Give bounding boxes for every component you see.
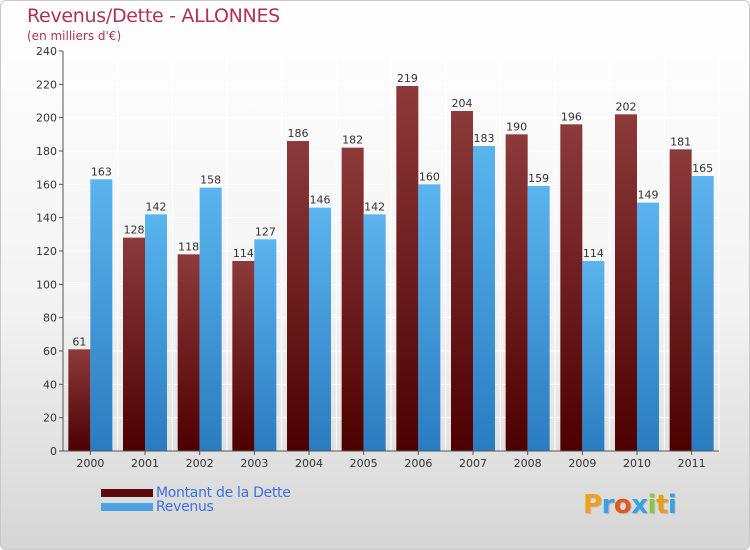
bar-dette <box>68 349 91 451</box>
bar-revenus <box>691 176 714 451</box>
chart-title: Revenus/Dette - ALLONNES <box>27 5 280 27</box>
bar-dette <box>669 149 692 452</box>
y-tick-label: 240 <box>36 45 57 58</box>
y-tick-label: 100 <box>36 278 57 291</box>
data-label-revenus: 142 <box>146 200 167 213</box>
x-tick-label: 2011 <box>678 457 706 470</box>
bar-revenus <box>363 214 386 451</box>
x-tick-label: 2002 <box>186 457 214 470</box>
data-label-dette: 202 <box>616 100 637 113</box>
labels: 0 20 40 60 80 100 120 140 160 180 200 220 240 61 163 20… <box>36 45 713 470</box>
data-label-revenus: 149 <box>638 189 659 202</box>
logo-letter: t <box>655 490 668 520</box>
data-label-dette: 190 <box>506 120 527 133</box>
data-label-dette: 182 <box>342 134 363 147</box>
bar-dette <box>615 114 637 451</box>
y-tick-label: 200 <box>36 112 57 125</box>
y-tick-label: 220 <box>36 78 57 91</box>
bars <box>68 86 714 452</box>
legend-swatch-revenus <box>101 503 153 511</box>
logo-letter: P <box>583 490 602 520</box>
data-label-revenus: 163 <box>91 165 112 178</box>
axes <box>59 50 719 455</box>
bar-revenus <box>309 207 331 451</box>
data-label-revenus: 183 <box>474 132 495 145</box>
y-tick-label: 60 <box>43 345 57 358</box>
data-label-dette: 128 <box>124 224 145 237</box>
bar-revenus <box>145 214 167 451</box>
y-tick-label: 20 <box>43 412 57 425</box>
bar-dette <box>341 147 364 451</box>
x-tick-label: 2001 <box>131 457 159 470</box>
bar-revenus <box>637 202 659 451</box>
legend-label-dette: Montant de la Dette <box>156 485 291 501</box>
data-label-dette: 181 <box>670 135 691 148</box>
bar-dette <box>451 111 473 451</box>
logo-letter: o <box>613 490 632 520</box>
data-label-dette: 219 <box>397 72 418 85</box>
y-tick-label: 120 <box>36 245 57 258</box>
logo-letter: i <box>647 490 657 520</box>
y-tick-label: 0 <box>50 445 57 458</box>
logo-letter: r <box>601 490 615 520</box>
data-label-revenus: 142 <box>364 200 385 213</box>
grid-lines <box>62 50 720 452</box>
data-label-revenus: 160 <box>419 170 440 183</box>
data-label-dette: 196 <box>561 110 582 123</box>
data-label-dette: 61 <box>72 335 86 348</box>
data-label-revenus: 165 <box>692 162 713 175</box>
x-tick-label: 2003 <box>240 457 268 470</box>
data-label-revenus: 159 <box>528 172 549 185</box>
y-tick-label: 40 <box>43 378 57 391</box>
proxiti-logo: Proxiti <box>583 490 677 520</box>
data-label-dette: 114 <box>233 247 254 260</box>
legend-label-revenus: Revenus <box>156 499 214 515</box>
y-tick-label: 180 <box>36 145 57 158</box>
bar-dette <box>287 141 309 451</box>
x-tick-label: 2005 <box>350 457 378 470</box>
logo-letter: x <box>631 490 648 520</box>
bar-revenus <box>527 186 550 451</box>
bar-dette <box>560 124 583 451</box>
bar-revenus <box>582 261 605 451</box>
bar-dette <box>177 254 200 451</box>
bar-revenus <box>473 146 495 451</box>
x-tick-label: 2009 <box>568 457 596 470</box>
x-tick-label: 2007 <box>459 457 487 470</box>
bar-revenus <box>90 179 113 452</box>
data-label-dette: 186 <box>288 127 309 140</box>
data-label-revenus: 158 <box>200 174 221 187</box>
logo-letter: i <box>667 490 677 520</box>
x-tick-label: 2010 <box>623 457 651 470</box>
chart-subtitle: (en milliers d'€) <box>27 29 122 43</box>
x-tick-label: 2006 <box>404 457 432 470</box>
bar-dette <box>123 237 145 451</box>
bar-dette <box>232 261 255 451</box>
data-label-revenus: 114 <box>583 247 604 260</box>
bar-dette <box>505 134 528 452</box>
bar-dette <box>396 86 419 451</box>
bar-revenus <box>254 239 277 451</box>
y-tick-label: 140 <box>36 212 57 225</box>
bar-revenus <box>418 184 441 452</box>
data-label-revenus: 146 <box>310 194 331 207</box>
data-label-dette: 118 <box>178 240 199 253</box>
data-label-dette: 204 <box>452 97 473 110</box>
x-tick-label: 2004 <box>295 457 323 470</box>
x-tick-label: 2000 <box>76 457 104 470</box>
legend-swatch-dette <box>101 489 153 497</box>
y-tick-label: 160 <box>36 178 57 191</box>
bar-revenus <box>199 187 222 451</box>
data-label-revenus: 127 <box>255 225 276 238</box>
y-tick-label: 80 <box>43 312 57 325</box>
x-tick-label: 2008 <box>514 457 542 470</box>
